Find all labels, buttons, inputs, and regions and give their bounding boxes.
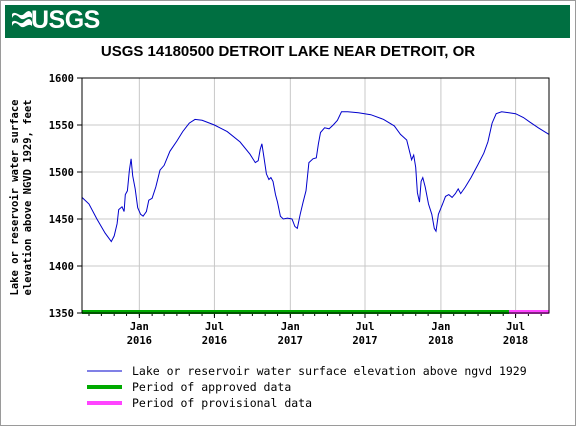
x-axis-ticks: Jan 2016 Jul 2016 Jan 2017 Jul 2017 Jan 2018 Jul 20… [88,313,542,347]
x-tick-month: Jul [356,321,375,333]
y-tick-label: 1350 [49,308,74,320]
y-tick-label: 1600 [49,73,74,85]
approval-segment [82,310,509,314]
x-tick-month: Jan [431,321,450,333]
x-tick-month: Jul [506,321,525,333]
series-group [81,111,550,243]
legend-label: Lake or reservoir water surface elevatio… [132,364,527,378]
grid-lines [82,77,549,314]
y-tick-label: 1500 [49,167,74,179]
x-tick-year: 2018 [503,335,528,347]
y-axis-label-line: Lake or reservoir water surface [9,100,21,296]
usgs-logo-text: USGS [31,6,100,34]
chart-title: USGS 14180500 DETROIT LAKE NEAR DETROIT,… [100,43,476,60]
legend-label: Period of provisional data [132,396,312,410]
y-tick-label: 1550 [49,120,74,132]
x-tick-month: Jan [281,321,300,333]
y-axis-ticks: 1350 1400 1450 1500 1550 1600 [49,73,82,320]
approval-segment [508,310,549,314]
x-tick-month: Jan [130,321,149,333]
x-tick-year: 2017 [278,335,303,347]
x-tick-year: 2017 [352,335,377,347]
series-line [81,111,550,243]
x-tick-year: 2018 [428,335,453,347]
y-axis-label: Lake or reservoir water surface elevation… [9,100,34,296]
x-tick-month: Jul [205,321,224,333]
approval-status-bar [82,310,549,314]
usgs-banner: USGS [5,5,570,38]
y-axis-label-line: elevation above NGVD 1929, feet [22,100,34,296]
x-tick-year: 2016 [202,335,227,347]
y-tick-label: 1400 [49,261,74,273]
legend-label: Period of approved data [132,380,291,394]
plot-area-border [81,77,550,314]
legend: Lake or reservoir water surface elevatio… [87,364,527,410]
y-tick-label: 1450 [49,214,74,226]
usgs-logo-icon [12,11,32,28]
x-tick-year: 2016 [127,335,152,347]
